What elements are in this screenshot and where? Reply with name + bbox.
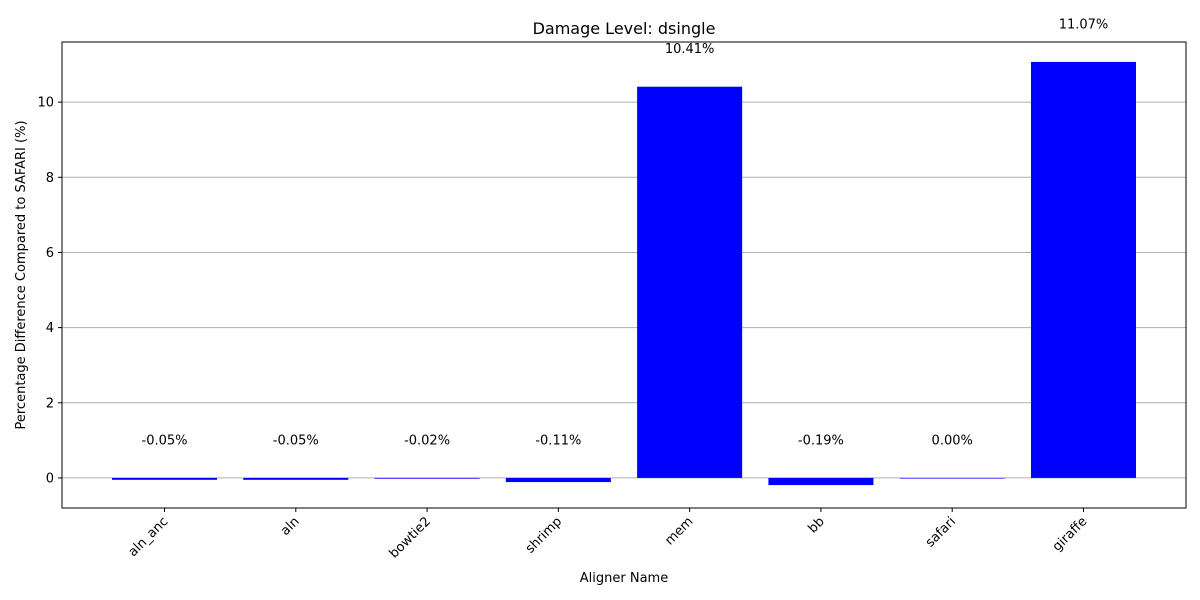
data-label-aln: -0.05% bbox=[273, 433, 319, 448]
x-tick-label-aln_anc: aln_anc bbox=[126, 514, 172, 560]
grid-lines bbox=[62, 101, 1186, 479]
x-tick-label-bb: bb bbox=[805, 514, 827, 536]
bar-bowtie2 bbox=[374, 477, 480, 479]
x-tick-label-shrimp: shrimp bbox=[523, 514, 565, 556]
y-tick-label: 6 bbox=[46, 246, 54, 261]
data-label-aln_anc: -0.05% bbox=[142, 433, 188, 448]
bars bbox=[112, 61, 1136, 486]
bar-giraffe bbox=[1030, 61, 1136, 478]
x-tick-label-bowtie2: bowtie2 bbox=[387, 514, 434, 561]
data-label-mem: 10.41% bbox=[665, 42, 715, 57]
data-label-safari: 0.00% bbox=[932, 433, 973, 448]
y-axis-label: Percentage Difference Compared to SAFARI… bbox=[14, 120, 29, 429]
y-tick-label: 2 bbox=[46, 396, 54, 411]
bar-aln bbox=[243, 477, 349, 480]
y-tick-label: 0 bbox=[46, 471, 54, 486]
data-label-giraffe: 11.07% bbox=[1059, 17, 1109, 32]
data-labels: -0.05% -0.05% -0.02% -0.11% 10.41% -0.19% 0.00… bbox=[142, 17, 1109, 448]
bar-bb bbox=[768, 477, 874, 486]
bar-aln_anc bbox=[112, 477, 218, 480]
bar-shrimp bbox=[505, 477, 611, 483]
bar-safari bbox=[899, 477, 1005, 479]
x-tick-label-giraffe: giraffe bbox=[1050, 514, 1090, 554]
x-tick-label-safari: safari bbox=[923, 514, 959, 550]
x-tick-label-mem: mem bbox=[662, 514, 696, 548]
y-tick-label: 8 bbox=[46, 171, 54, 186]
x-axis-ticks: aln_anc aln bowtie2 shrimp mem bb safari giraff… bbox=[126, 508, 1090, 561]
data-label-bowtie2: -0.02% bbox=[404, 433, 450, 448]
y-tick-label: 4 bbox=[46, 321, 54, 336]
y-tick-label: 10 bbox=[37, 96, 54, 111]
x-tick-label-aln: aln bbox=[278, 514, 303, 539]
data-label-shrimp: -0.11% bbox=[535, 433, 581, 448]
y-axis-ticks: 0 2 4 6 8 10 bbox=[37, 96, 62, 486]
plot-frame bbox=[61, 41, 1187, 509]
x-axis-label: Aligner Name bbox=[580, 571, 668, 586]
chart-title: Damage Level: dsingle bbox=[533, 19, 716, 38]
data-label-bb: -0.19% bbox=[798, 433, 844, 448]
bar-mem bbox=[637, 86, 743, 478]
